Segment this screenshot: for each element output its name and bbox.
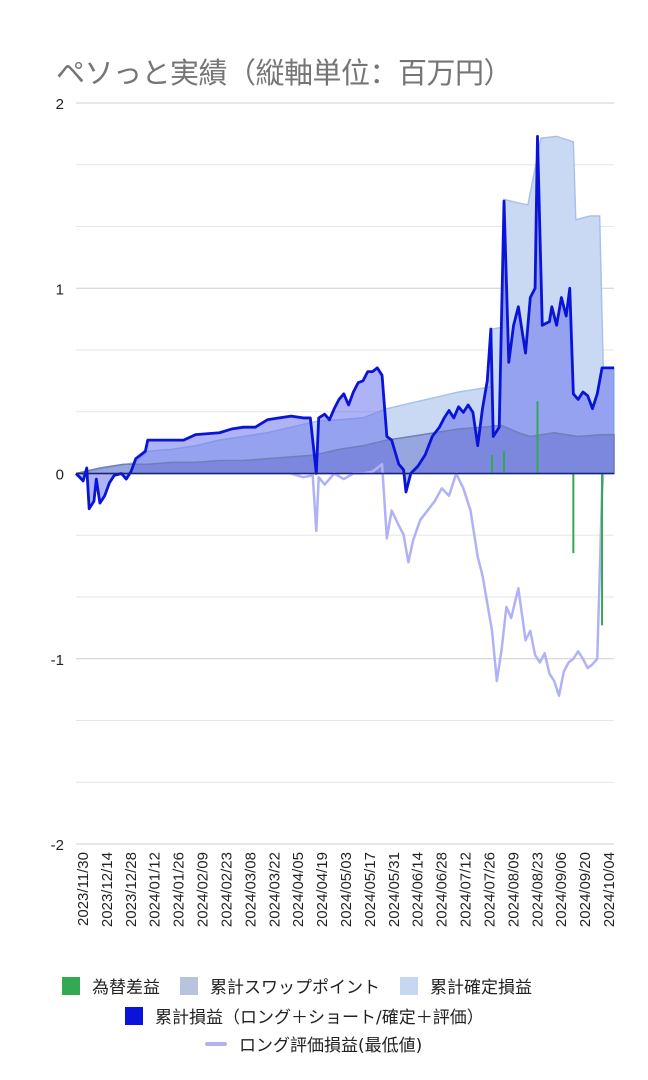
x-tick-label: 2023/11/30	[75, 852, 92, 926]
x-tick-label: 2024/06/28	[434, 852, 451, 927]
legend-row-3: ロング評価損益(最低値)	[205, 1031, 422, 1056]
legend-label-total: 累計損益（ロング＋ショート/確定＋評価）	[155, 1008, 484, 1028]
x-tick-label: 2024/01/26	[171, 852, 188, 927]
axis-layer: 2 1 0 -1 -2 2023/11/30 2023/12/14 2023/12/28 202…	[51, 96, 618, 927]
line-total-pnl	[74, 134, 614, 511]
x-tick-label: 2024/10/04	[601, 852, 618, 927]
y-tick-label: -1	[51, 652, 64, 669]
x-tick-label: 2024/01/12	[147, 852, 164, 927]
x-tick-label: 2024/06/14	[410, 852, 427, 927]
legend-item-long-eval[interactable]: ロング評価損益(最低値)	[205, 1031, 422, 1056]
bar-fx-gain	[601, 473, 604, 626]
legend-label-realized: 累計確定損益	[430, 978, 532, 998]
legend-row-2: 累計損益（ロング＋ショート/確定＋評価）	[125, 1003, 484, 1028]
y-tick-label: 0	[56, 467, 64, 484]
legend-swatch-long-eval	[205, 1041, 227, 1046]
legend-label-long-eval: ロング評価損益(最低値)	[239, 1036, 423, 1056]
y-tick-label: -2	[51, 837, 64, 854]
x-tick-label: 2024/07/12	[458, 852, 475, 927]
y-tick-label: 1	[56, 281, 64, 298]
y-tick-label: 2	[56, 96, 64, 113]
legend-swatch-realized	[400, 976, 418, 995]
legend-item-fx-gain[interactable]: 為替差益	[62, 973, 160, 998]
x-tick-label: 2023/12/14	[99, 852, 116, 927]
legend-swatch-fx-gain	[62, 976, 80, 995]
bar-fx-gain	[503, 451, 506, 474]
x-tick-label: 2024/05/17	[362, 852, 379, 927]
series-layer	[74, 134, 615, 698]
bar-fx-gain	[536, 401, 539, 474]
legend-swatch-total	[125, 1006, 143, 1025]
legend-item-realized[interactable]: 累計確定損益	[400, 973, 532, 998]
line-long-eval-pnl	[290, 462, 605, 698]
x-tick-label: 2024/07/26	[481, 852, 498, 927]
legend-swatch-swap	[180, 976, 198, 995]
legend-row-1: 為替差益 累計スワップポイント 累計確定損益	[62, 973, 532, 998]
x-tick-label: 2024/09/20	[577, 852, 594, 927]
legend-label-fx-gain: 為替差益	[92, 978, 160, 998]
x-tick-label: 2024/08/23	[529, 852, 546, 927]
legend-item-total[interactable]: 累計損益（ロング＋ショート/確定＋評価）	[125, 1003, 484, 1028]
x-tick-label: 2024/05/03	[338, 852, 355, 927]
legend-item-swap[interactable]: 累計スワップポイント	[180, 973, 380, 998]
x-tick-label: 2024/02/09	[195, 852, 212, 927]
bar-fx-gain	[491, 454, 494, 474]
x-tick-label: 2024/03/08	[242, 852, 259, 927]
x-tick-label: 2023/12/28	[123, 852, 140, 927]
legend-label-swap: 累計スワップポイント	[210, 978, 380, 998]
chart-title: ペソっと実績（縦軸単位：百万円）	[56, 56, 513, 90]
x-tick-label: 2024/02/23	[218, 852, 235, 927]
x-tick-label: 2024/04/05	[290, 852, 307, 927]
gridlines	[76, 102, 614, 845]
x-tick-label: 2024/09/06	[553, 852, 570, 927]
x-tick-label: 2024/03/22	[266, 852, 283, 927]
bar-fx-gain	[572, 473, 575, 554]
x-tick-label: 2024/08/09	[505, 852, 522, 927]
x-tick-label: 2024/04/19	[314, 852, 331, 927]
x-tick-label: 2024/05/31	[386, 852, 403, 927]
